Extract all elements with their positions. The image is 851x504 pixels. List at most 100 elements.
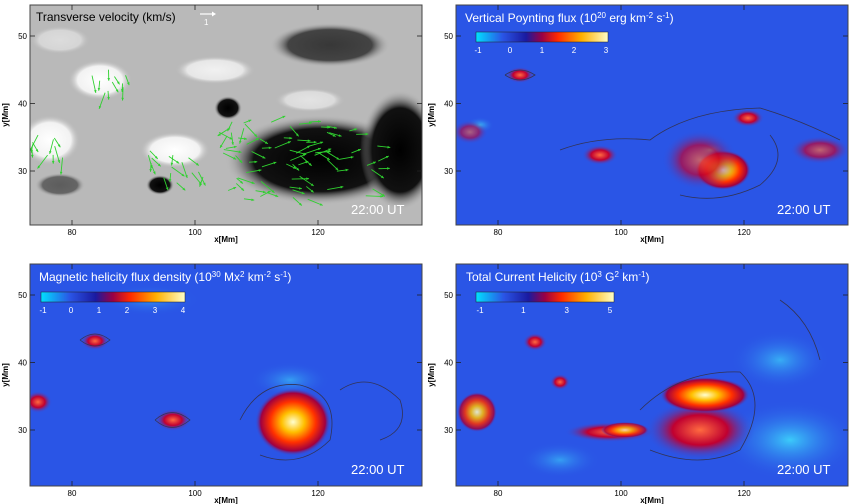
colorbar-tick-label: 5 <box>608 306 613 315</box>
velocity-vector-head <box>295 133 299 137</box>
y-tick-label: 50 <box>444 291 453 300</box>
panel-poynting-flux: Vertical Poynting flux (1020 erg km-2 s-… <box>455 4 849 226</box>
velocity-vector-head <box>59 171 63 175</box>
velocity-vector-head <box>345 168 349 172</box>
velocity-vector-head <box>195 162 199 166</box>
velocity-vector-head <box>51 161 55 164</box>
velocity-vector-head <box>30 149 34 153</box>
colorbar-tick-label: 1 <box>97 306 102 315</box>
cyan-region <box>730 330 830 390</box>
colorbar-tick-label: 1 <box>521 306 526 315</box>
colorbar-tick-label: 4 <box>181 306 186 315</box>
colorbar-tick-label: -1 <box>474 46 482 55</box>
contour-line <box>79 333 111 347</box>
velocity-vector-head <box>251 198 255 202</box>
contour-line <box>779 299 821 361</box>
velocity-vector-head <box>241 187 245 191</box>
y-tick-label: 50 <box>18 291 27 300</box>
velocity-vector <box>289 149 307 155</box>
velocity-vector-head <box>335 167 339 171</box>
velocity-vector-head <box>220 144 223 148</box>
velocity-vector-head <box>121 97 124 101</box>
light-region <box>30 26 90 54</box>
flux-warmspot <box>790 136 848 164</box>
velocity-vector-head <box>240 180 244 184</box>
velocity-vector-head <box>340 185 344 189</box>
velocity-vector <box>54 145 61 164</box>
helicity-warmspot <box>81 332 109 350</box>
colorbar-tick-label: 2 <box>125 306 130 315</box>
velocity-vector-head <box>199 183 202 187</box>
panel-b-colorbar <box>475 31 609 43</box>
velocity-vector-head <box>310 183 314 186</box>
cyan-region <box>720 400 848 480</box>
velocity-vector-head <box>282 115 286 119</box>
velocity-vector-head <box>271 190 275 193</box>
velocity-vector-head <box>275 194 279 197</box>
contour-line <box>239 384 333 461</box>
contour-line <box>679 134 779 199</box>
velocity-vector-head <box>307 139 311 143</box>
velocity-vector <box>274 141 291 149</box>
velocity-vector-head <box>332 134 336 137</box>
y-axis-label: y[Mm] <box>1 363 10 387</box>
colorbar-tick-label: 3 <box>604 46 609 55</box>
velocity-vector-head <box>296 167 300 171</box>
velocity-vector-head <box>365 132 369 136</box>
velocity-vector-head <box>328 148 332 151</box>
velocity-vector <box>314 148 332 156</box>
x-tick-label: 120 <box>311 228 325 237</box>
velocity-vector-head <box>381 193 385 197</box>
y-tick-label: 30 <box>18 426 27 435</box>
velocity-vector <box>30 134 39 152</box>
velocity-vector-head <box>387 145 391 149</box>
velocity-vector-head <box>233 156 237 160</box>
flux-warmspot <box>662 130 738 190</box>
velocity-vector-head <box>154 156 158 159</box>
velocity-vector-head <box>306 177 310 181</box>
x-tick-label: 80 <box>494 228 503 237</box>
colorbar-tick-label: 0 <box>508 46 513 55</box>
velocity-vector-head <box>181 173 185 177</box>
colorbar-tick-label: 2 <box>572 46 577 55</box>
velocity-vector-head <box>107 78 111 81</box>
panel-b-title: Vertical Poynting flux (1020 erg km-2 s-… <box>465 11 674 25</box>
helicity-hotspot <box>457 392 497 432</box>
velocity-vector-head <box>307 145 311 149</box>
velocity-vector-head <box>385 155 389 159</box>
velocity-vector-head <box>256 138 260 141</box>
velocity-vector-head <box>268 146 272 150</box>
velocity-vector-head <box>299 202 302 206</box>
panel-a-title: Transverse velocity (km/s) <box>36 10 176 24</box>
y-tick-label: 30 <box>444 426 453 435</box>
velocity-vector-head <box>308 162 312 166</box>
velocity-vector-head <box>354 128 358 131</box>
velocity-vector-head <box>149 168 152 172</box>
velocity-vector-head <box>229 136 233 140</box>
dark-region <box>146 175 174 195</box>
velocity-vector-head <box>336 157 340 160</box>
velocity-vector-head <box>233 187 237 190</box>
velocity-vector-head <box>308 121 312 125</box>
velocity-vector-head <box>262 155 266 159</box>
velocity-vector-head <box>203 182 206 186</box>
velocity-vector-head <box>31 154 34 158</box>
panel-b-time: 22:00 UT <box>777 202 831 217</box>
panel-d-colorbar-ticks: -1 1 3 5 <box>476 306 612 315</box>
velocity-vector-head <box>168 179 172 182</box>
colorbar-tick-label: 1 <box>540 46 545 55</box>
light-region <box>275 88 345 112</box>
velocity-vector <box>223 149 242 153</box>
velocity-vector-head <box>170 162 174 166</box>
dark-region <box>270 23 390 67</box>
flux-warmspot <box>456 120 488 144</box>
panel-a-time: 22:00 UT <box>351 202 405 217</box>
y-tick-label: 30 <box>18 167 27 176</box>
dark-region <box>360 90 422 210</box>
velocity-vector-head <box>338 134 342 137</box>
y-tick-label: 40 <box>444 359 453 368</box>
velocity-vector <box>60 157 63 175</box>
velocity-vector-head <box>238 150 242 154</box>
